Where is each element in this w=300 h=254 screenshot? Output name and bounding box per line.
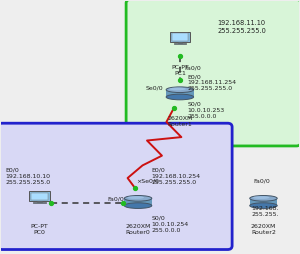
Text: 2620XM
Router0: 2620XM Router0 bbox=[125, 224, 151, 235]
Text: 2620XM
Router1: 2620XM Router1 bbox=[167, 116, 193, 127]
Bar bbox=[178, 42, 182, 43]
Ellipse shape bbox=[253, 196, 269, 199]
Ellipse shape bbox=[166, 94, 194, 100]
Bar bbox=[250, 198, 277, 205]
Bar bbox=[38, 201, 42, 202]
Text: E0/0
192.168.11.254
255.255.255.0: E0/0 192.168.11.254 255.255.255.0 bbox=[187, 74, 236, 91]
Ellipse shape bbox=[250, 196, 277, 201]
FancyBboxPatch shape bbox=[0, 123, 232, 249]
Bar bbox=[31, 193, 48, 200]
Bar bbox=[174, 43, 186, 44]
Text: 192.168.11.10
255.255.255.0: 192.168.11.10 255.255.255.0 bbox=[217, 21, 266, 34]
Text: Se0/0: Se0/0 bbox=[146, 85, 164, 90]
Bar bbox=[124, 198, 152, 205]
Bar bbox=[29, 191, 50, 201]
Ellipse shape bbox=[250, 203, 277, 209]
Ellipse shape bbox=[124, 203, 152, 209]
Text: Fa0/0: Fa0/0 bbox=[253, 179, 270, 184]
Text: 2620XM
Router2: 2620XM Router2 bbox=[251, 224, 276, 235]
Text: PC-PT
PC0: PC-PT PC0 bbox=[31, 224, 48, 235]
Text: S0/0
10.0.10.254
255.0.0.0: S0/0 10.0.10.254 255.0.0.0 bbox=[152, 216, 189, 233]
Text: Fa0/0: Fa0/0 bbox=[108, 197, 124, 201]
Text: ×Se0/0: ×Se0/0 bbox=[136, 179, 159, 184]
Ellipse shape bbox=[169, 87, 186, 90]
Text: Fa0/0: Fa0/0 bbox=[184, 65, 201, 70]
Ellipse shape bbox=[127, 196, 144, 199]
Text: S0/0
10.0.10.253
255.0.0.0: S0/0 10.0.10.253 255.0.0.0 bbox=[187, 102, 225, 119]
Bar bbox=[166, 90, 194, 97]
Ellipse shape bbox=[124, 196, 152, 201]
Bar bbox=[33, 202, 46, 203]
Ellipse shape bbox=[166, 87, 194, 92]
Text: E0/0
192.168.10.10
255.255.255.0: E0/0 192.168.10.10 255.255.255.0 bbox=[5, 168, 50, 185]
Bar bbox=[169, 32, 190, 42]
Text: PC-PT
PC1: PC-PT PC1 bbox=[171, 65, 189, 76]
Text: 192.168.
255.255.: 192.168. 255.255. bbox=[251, 206, 279, 217]
Bar bbox=[172, 34, 188, 41]
FancyBboxPatch shape bbox=[126, 0, 300, 146]
Text: E0/0
192.168.10.254
255.255.255.0: E0/0 192.168.10.254 255.255.255.0 bbox=[152, 168, 201, 185]
